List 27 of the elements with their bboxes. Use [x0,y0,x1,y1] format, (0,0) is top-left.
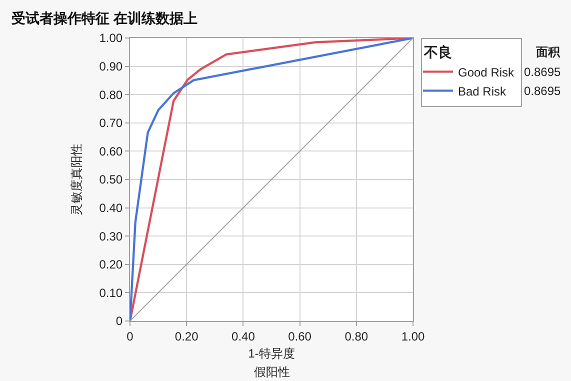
legend-title: 不良 [423,44,452,60]
text: 假阳性 [254,365,290,379]
y-tick-label: 0.70 [99,116,123,130]
text: 0.8695 [524,84,562,98]
text: 面积 [535,45,561,59]
y-tick-label: 0.30 [99,229,123,244]
legend-label: Bad Risk [458,84,508,98]
y-tick-label: 0.60 [99,144,123,158]
x-tick-label: 0.40 [232,329,256,344]
text: 0.8695 [524,65,562,79]
y-tick-label: 0.20 [99,258,123,272]
y-tick-label: 0.40 [99,201,123,215]
x-axis-title: 1-特异度 [248,346,295,360]
y-tick-label: 0.10 [99,286,123,300]
y-axis-title: 灵敏度真阳性 [70,144,84,216]
y-tick-label: 1.00 [99,31,123,46]
x-tick-label: 0.20 [174,329,199,344]
x-tick-label: 0.60 [288,329,312,344]
y-tick-label: 0 [116,314,123,328]
y-tick-label: 0.50 [99,172,123,187]
x-tick-label: 0.80 [344,329,368,344]
y-tick-label: 0.90 [99,60,123,74]
y-tick-label: 0.80 [99,88,123,102]
chart-title: 受试者操作特征 在训练数据上 [10,10,198,26]
legend-label: Good Risk [458,65,516,80]
x-tick-label: 0 [126,329,134,344]
x-tick-label: 1.00 [401,329,425,344]
